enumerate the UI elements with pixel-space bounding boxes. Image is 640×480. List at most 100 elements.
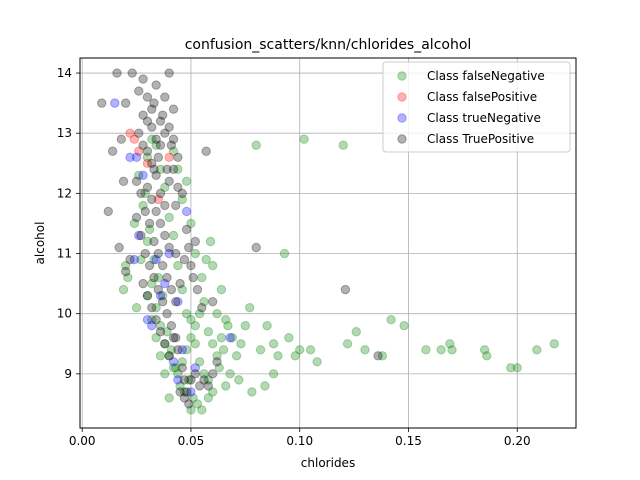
scatter-point-series-3	[190, 236, 200, 247]
scatter-point-series-0	[205, 236, 216, 247]
scatter-point-series-3	[197, 302, 207, 313]
scatter-point-series-0	[260, 381, 270, 391]
scatter-point-series-0	[140, 188, 150, 199]
scatter-point-series-3	[134, 86, 144, 96]
scatter-point-series-0	[399, 321, 409, 331]
scatter-point-series-3	[142, 116, 153, 126]
scatter-point-series-0	[184, 375, 194, 385]
scatter-point-series-0	[160, 369, 170, 379]
scatter-point-series-3	[188, 272, 198, 283]
scatter-point-series-3	[131, 176, 142, 187]
scatter-point-series-0	[386, 315, 396, 325]
scatter-point-series-3	[103, 206, 113, 217]
scatter-point-series-0	[255, 345, 266, 355]
scatter-point-series-3	[171, 200, 181, 211]
scatter-point-series-0	[377, 351, 388, 361]
legend-box	[382, 61, 571, 153]
scatter-point-series-3	[181, 224, 192, 235]
scatter-point-series-3	[134, 128, 144, 138]
y-tick-label: 14	[57, 66, 72, 80]
scatter-point-series-0	[168, 363, 179, 373]
scatter-point-series-0	[177, 284, 187, 295]
scatter-point-series-0	[421, 345, 431, 355]
scatter-point-series-0	[216, 333, 227, 343]
scatter-point-series-3	[138, 278, 148, 289]
scatter-point-series-0	[262, 321, 272, 331]
scatter-point-series-3	[175, 387, 185, 397]
scatter-point-series-0	[131, 302, 142, 313]
y-axis-label: alcohol	[33, 222, 47, 265]
scatter-point-series-3	[140, 248, 150, 259]
scatter-point-series-0	[479, 345, 490, 355]
scatter-point-series-3	[116, 134, 127, 144]
scatter-point-series-0	[197, 405, 207, 415]
scatter-point-series-3	[142, 182, 153, 193]
scatter-point-series-3	[138, 110, 148, 120]
scatter-point-series-3	[164, 242, 174, 253]
scatter-point-series-0	[173, 164, 183, 175]
scatter-point-series-3	[160, 230, 170, 241]
scatter-point-series-0	[192, 399, 203, 409]
scatter-point-series-2	[190, 363, 200, 373]
scatter-point-series-3	[171, 296, 181, 307]
scatter-point-series-3	[157, 260, 168, 271]
scatter-point-series-3	[144, 218, 155, 229]
scatter-point-series-3	[142, 290, 153, 301]
scatter-point-series-0	[214, 363, 224, 373]
x-tick-label: 0.20	[504, 434, 531, 448]
scatter-point-series-0	[186, 218, 196, 229]
scatter-point-series-3	[175, 278, 185, 289]
scatter-point-series-0	[234, 375, 244, 385]
scatter-point-series-0	[175, 381, 185, 391]
scatter-point-series-0	[177, 194, 187, 205]
scatter-point-series-3	[373, 351, 383, 361]
scatter-point-series-0	[160, 339, 170, 349]
scatter-point-series-3	[177, 363, 187, 373]
scatter-point-series-3	[171, 248, 181, 259]
y-tick-label: 9	[64, 367, 72, 381]
scatter-point-series-3	[168, 333, 179, 343]
scatter-point-series-0	[208, 387, 218, 397]
scatter-point-series-3	[155, 140, 166, 150]
scatter-point-series-0	[247, 387, 257, 397]
scatter-point-series-3	[153, 152, 164, 162]
scatter-point-series-3	[173, 345, 183, 355]
scatter-point-series-3	[149, 98, 159, 108]
scatter-point-series-0	[532, 345, 542, 355]
scatter-point-series-3	[138, 74, 148, 84]
scatter-point-series-0	[236, 339, 246, 349]
scatter-point-series-3	[177, 188, 187, 199]
scatter-point-series-0	[129, 218, 140, 229]
scatter-point-series-3	[192, 284, 203, 295]
scatter-point-series-3	[157, 296, 168, 307]
scatter-point-series-0	[190, 339, 200, 349]
scatter-point-series-0	[218, 345, 229, 355]
scatter-point-series-3	[251, 242, 261, 253]
y-tick-label: 10	[57, 307, 72, 321]
scatter-point-series-3	[120, 98, 131, 108]
scatter-point-series-3	[151, 170, 161, 181]
scatter-point-series-0	[164, 351, 174, 361]
scatter-point-series-0	[179, 387, 190, 397]
scatter-point-series-0	[240, 321, 251, 331]
scatter-point-series-0	[360, 345, 370, 355]
scatter-point-series-0	[171, 363, 181, 373]
scatter-point-series-2	[225, 333, 235, 343]
scatter-point-series-2	[151, 254, 161, 265]
scatter-point-series-3	[168, 104, 179, 114]
scatter-point-series-0	[549, 339, 559, 349]
scatter-point-series-0	[199, 369, 209, 379]
scatter-point-series-3	[149, 272, 159, 283]
scatter-point-series-3	[147, 158, 157, 168]
scatter-point-series-0	[151, 140, 161, 150]
scatter-point-series-3	[208, 369, 218, 379]
scatter-point-series-1	[134, 146, 144, 156]
y-tick-label: 13	[57, 126, 72, 140]
scatter-point-series-2	[129, 254, 140, 265]
scatter-point-series-2	[164, 248, 174, 259]
scatter-point-series-3	[155, 116, 166, 126]
scatter-point-series-0	[168, 146, 179, 156]
legend-label: Class trueNegative	[427, 111, 541, 125]
scatter-point-series-3	[164, 351, 174, 361]
